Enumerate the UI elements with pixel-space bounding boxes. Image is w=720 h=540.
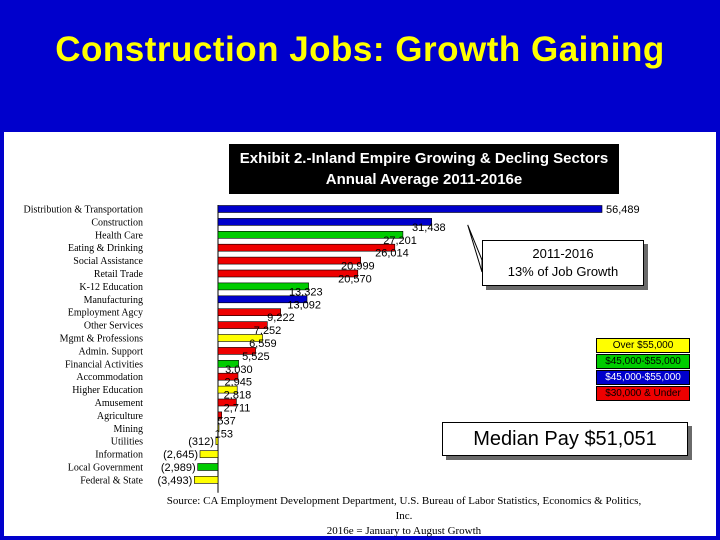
category-label-6: K-12 Education	[79, 282, 143, 293]
category-label-8: Employment Agcy	[68, 308, 143, 319]
value-label-7: 13,092	[287, 299, 321, 311]
source-line1: Source: CA Employment Development Depart…	[166, 495, 642, 522]
chart-panel: Distribution & Transportation 56,489 Const…	[4, 132, 716, 539]
bar-10	[217, 334, 263, 342]
category-label-19: Information	[95, 450, 143, 461]
legend-item-30000-under: $30,000 & Under	[596, 386, 690, 401]
value-label-19: (2,645)	[163, 449, 198, 461]
bar-12	[217, 360, 239, 368]
bar-3	[217, 243, 396, 252]
category-label-14: Higher Education	[72, 385, 143, 396]
source-line2: 2016e = January to August Growth	[326, 525, 482, 537]
category-label-0: Distribution & Transportation	[24, 205, 143, 216]
value-label-1: 31,438	[412, 222, 446, 234]
bar-2	[217, 231, 404, 239]
value-label-11: 5,525	[242, 351, 270, 363]
value-label-21: (3,493)	[157, 475, 192, 487]
category-label-1: Construction	[91, 217, 143, 228]
callout-pointer	[467, 224, 483, 273]
value-label-4: 20,999	[341, 261, 375, 273]
bar-16	[217, 411, 223, 420]
value-label-17: 153	[215, 428, 233, 440]
median-pay-box: Median Pay $51,051	[442, 422, 688, 456]
bar-4	[217, 256, 361, 265]
bar-9	[217, 321, 268, 329]
value-label-13: 2,945	[224, 377, 252, 389]
category-label-9: Other Services	[84, 321, 143, 332]
category-label-3: Eating & Drinking	[68, 243, 143, 254]
pay-legend: Over $55,000 $45,000-$55,000 $45,000-$55…	[596, 338, 690, 402]
bar-6	[217, 282, 309, 291]
bar-15	[217, 398, 237, 407]
category-label-13: Accommodation	[76, 372, 143, 383]
value-label-6: 13,323	[289, 286, 323, 298]
category-label-18: Utilities	[111, 437, 143, 448]
value-label-12: 3,030	[225, 364, 253, 376]
bar-20	[197, 463, 219, 471]
slide-title: Construction Jobs: Growth Gaining	[55, 30, 665, 69]
source-note: Source: CA Employment Development Depart…	[164, 494, 644, 539]
exhibit-title-line1: Exhibit 2.-Inland Empire Growing & Decli…	[239, 150, 609, 167]
bar-chart: Distribution & Transportation 56,489 Const…	[24, 204, 640, 493]
value-label-16: 537	[217, 415, 235, 427]
bar-13	[217, 372, 239, 381]
bar-5	[217, 269, 359, 278]
bar-11	[217, 347, 256, 355]
category-label-2: Health Care	[95, 230, 144, 241]
legend-item-45000-55000-green: $45,000-$55,000	[596, 354, 690, 369]
bar-8	[217, 308, 282, 316]
category-label-10: Mgmt & Professions	[60, 334, 143, 345]
category-label-21: Federal & State	[80, 475, 143, 486]
callout-line2: 13% of Job Growth	[507, 264, 619, 279]
bar-0	[217, 205, 603, 213]
bar-21	[194, 476, 219, 484]
value-label-14: 2,818	[224, 390, 252, 402]
category-label-12: Financial Activities	[65, 359, 143, 370]
value-label-15: 2,711	[224, 403, 251, 415]
exhibit-title-line2: Annual Average 2011-2016e	[325, 171, 523, 188]
value-label-20: (2,989)	[161, 462, 196, 474]
category-label-11: Admin. Support	[79, 346, 144, 357]
value-label-3: 26,014	[375, 248, 409, 260]
category-label-4: Social Assistance	[73, 256, 143, 267]
bar-17	[217, 424, 220, 433]
exhibit-title-box: Exhibit 2.-Inland Empire Growing & Decli…	[229, 144, 619, 194]
legend-item-over-55000: Over $55,000	[596, 338, 690, 353]
value-label-0: 56,489	[606, 204, 640, 216]
value-label-9: 7,252	[254, 325, 282, 337]
value-label-10: 6,559	[249, 338, 277, 350]
value-label-5: 20,570	[338, 274, 372, 286]
category-label-5: Retail Trade	[94, 269, 144, 280]
growth-callout: 2011-2016 13% of Job Growth	[482, 240, 644, 286]
callout-line1: 2011-2016	[532, 246, 594, 261]
value-label-18: (312)	[188, 436, 214, 448]
bar-18	[215, 437, 219, 446]
category-label-15: Amusement	[95, 398, 144, 409]
callout-arrow	[467, 224, 483, 273]
bar-14	[217, 385, 238, 394]
category-label-20: Local Government	[68, 463, 143, 474]
value-label-2: 27,201	[383, 235, 417, 247]
bar-19	[199, 450, 219, 458]
category-label-16: Agriculture	[97, 411, 144, 422]
bar-1	[217, 218, 432, 226]
category-label-17: Mining	[114, 424, 143, 435]
bar-7	[217, 295, 308, 304]
category-label-7: Manufacturing	[84, 295, 143, 306]
legend-item-45000-55000-blue: $45,000-$55,000	[596, 370, 690, 385]
value-label-8: 9,222	[267, 312, 295, 324]
